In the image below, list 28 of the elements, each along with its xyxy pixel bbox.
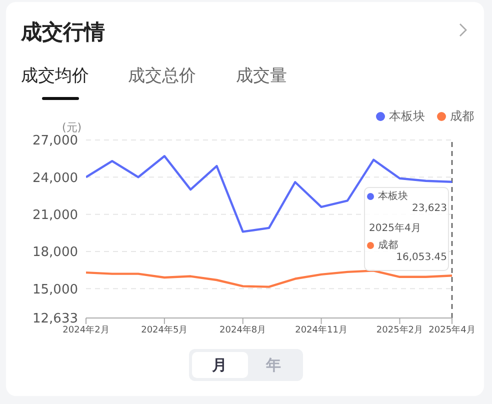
chart-title: 成交行情: [21, 19, 105, 46]
text: 年: [266, 356, 281, 375]
annotation: 2025年4月: [369, 222, 421, 235]
line-series: [86, 270, 452, 288]
data-label: 23,623: [411, 203, 447, 216]
legend-label: 成都: [378, 238, 398, 252]
text: 成交均价: [21, 65, 89, 87]
text: 成都: [450, 109, 474, 123]
y-tick-label: 27,000: [32, 134, 78, 149]
y-tick-label: 15,000: [32, 282, 78, 298]
text: 本板块: [389, 109, 425, 123]
y-tick-label: 24,000: [32, 170, 78, 186]
y-tick-label: 12,633: [32, 312, 78, 327]
line-series: [86, 155, 452, 233]
x-tick-label: 2025年2月: [376, 324, 424, 336]
y-tick-label: 18,000: [32, 245, 78, 260]
x-tick-label: 2024年2月: [62, 324, 110, 336]
legend-label: 本板块: [378, 190, 408, 203]
x-tick-label: 2024年11月: [295, 324, 348, 336]
text: 成交总价: [128, 65, 196, 87]
text: 成交量: [236, 65, 287, 87]
x-tick-label: 2024年5月: [141, 324, 188, 336]
data-label: 16,053.45: [395, 252, 447, 265]
y-tick-label: 21,000: [32, 208, 78, 223]
x-tick-label: 2025年4月: [428, 324, 476, 336]
x-tick-label: 2024年8月: [220, 324, 266, 336]
y-axis-title: (元): [62, 120, 82, 134]
text: 月: [212, 356, 227, 375]
